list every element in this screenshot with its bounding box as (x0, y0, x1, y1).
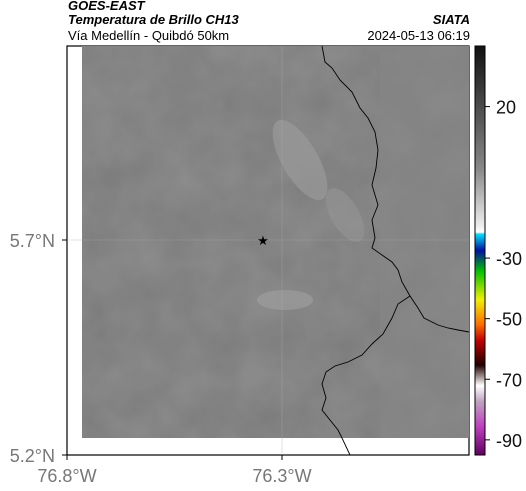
colorbar (474, 45, 486, 456)
y-tick-label: 5.7°N (10, 231, 55, 251)
x-axis-ticks: 76.8°W 76.3°W (37, 455, 312, 486)
x-tick-label: 76.8°W (37, 466, 96, 486)
satellite-title: GOES-EAST (68, 0, 145, 13)
colorbar-tick-label: -90 (496, 431, 522, 451)
colorbar-tick-label: -50 (496, 310, 522, 330)
organization-label: SIATA (432, 12, 470, 27)
colorbar-tick-label: 20 (496, 98, 516, 118)
colorbar-tick-label: -70 (496, 370, 522, 390)
product-title: Temperatura de Brillo CH13 (68, 12, 239, 27)
region-subtitle: Vía Medellín - Quibdó 50km (68, 28, 230, 43)
brightness-temperature-imagery (82, 46, 469, 438)
x-tick-label: 76.3°W (252, 466, 311, 486)
y-tick-label: 5.2°N (10, 446, 55, 466)
colorbar-ticks: 20 -30 -50 -70 -90 (485, 98, 522, 451)
datetime-label: 2024-05-13 06:19 (367, 28, 470, 43)
colorbar-tick-label: -30 (496, 249, 522, 269)
y-axis-ticks: 5.7°N 5.2°N (10, 231, 67, 466)
star-marker: ★ (257, 234, 269, 249)
department-border (321, 45, 470, 456)
